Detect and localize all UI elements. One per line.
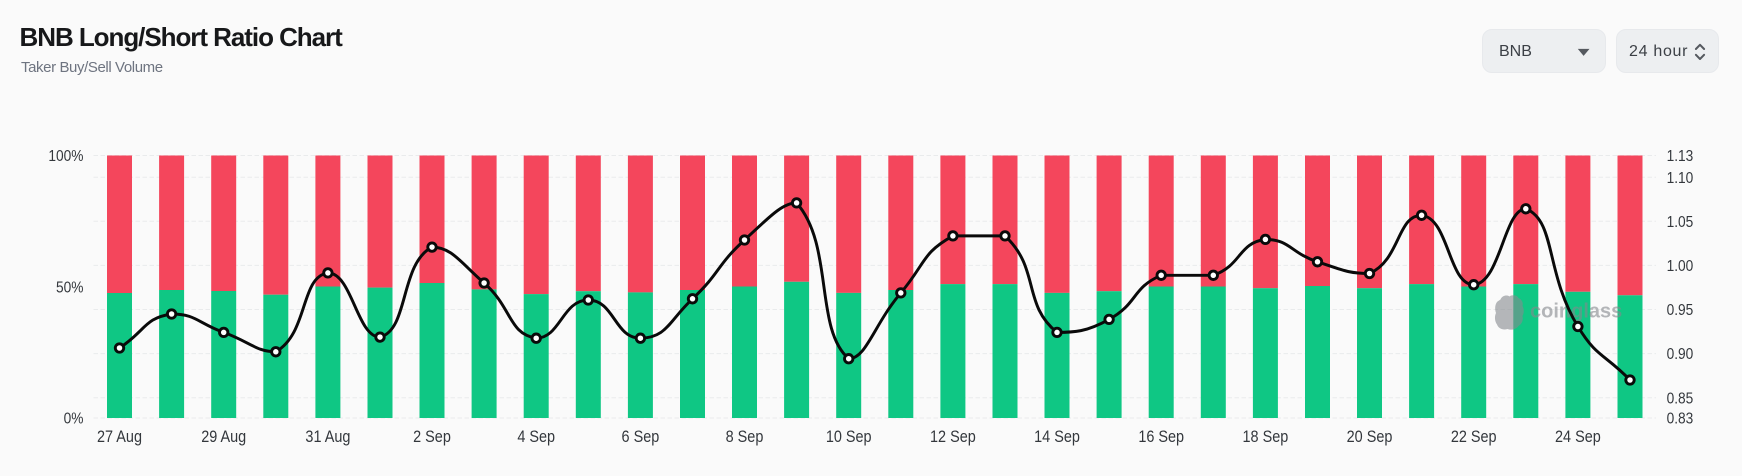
svg-text:coinglass: coinglass (1530, 301, 1622, 323)
svg-text:22 Sep: 22 Sep (1451, 428, 1497, 446)
svg-text:1.00: 1.00 (1667, 258, 1694, 275)
svg-text:0.85: 0.85 (1667, 391, 1694, 408)
svg-text:24 Sep: 24 Sep (1555, 428, 1601, 446)
svg-text:50%: 50% (56, 280, 83, 297)
svg-text:0.90: 0.90 (1667, 346, 1694, 363)
svg-text:100%: 100% (48, 148, 83, 165)
svg-text:31 Aug: 31 Aug (305, 428, 350, 446)
svg-text:2 Sep: 2 Sep (413, 428, 451, 446)
svg-text:10 Sep: 10 Sep (826, 428, 872, 446)
svg-text:8 Sep: 8 Sep (726, 428, 764, 446)
svg-text:1.13: 1.13 (1667, 148, 1694, 165)
svg-text:6 Sep: 6 Sep (622, 428, 660, 446)
svg-text:20 Sep: 20 Sep (1347, 428, 1393, 446)
svg-text:12 Sep: 12 Sep (930, 428, 976, 446)
svg-text:0.95: 0.95 (1667, 302, 1694, 319)
svg-text:0%: 0% (64, 411, 84, 428)
svg-text:18 Sep: 18 Sep (1243, 428, 1289, 446)
svg-text:4 Sep: 4 Sep (517, 428, 555, 446)
svg-text:1.10: 1.10 (1667, 170, 1694, 187)
svg-text:16 Sep: 16 Sep (1138, 428, 1184, 446)
svg-text:1.05: 1.05 (1667, 214, 1694, 231)
svg-text:0.83: 0.83 (1667, 411, 1694, 428)
svg-text:14 Sep: 14 Sep (1034, 428, 1080, 446)
svg-text:27 Aug: 27 Aug (97, 428, 142, 446)
svg-text:29 Aug: 29 Aug (201, 428, 246, 446)
